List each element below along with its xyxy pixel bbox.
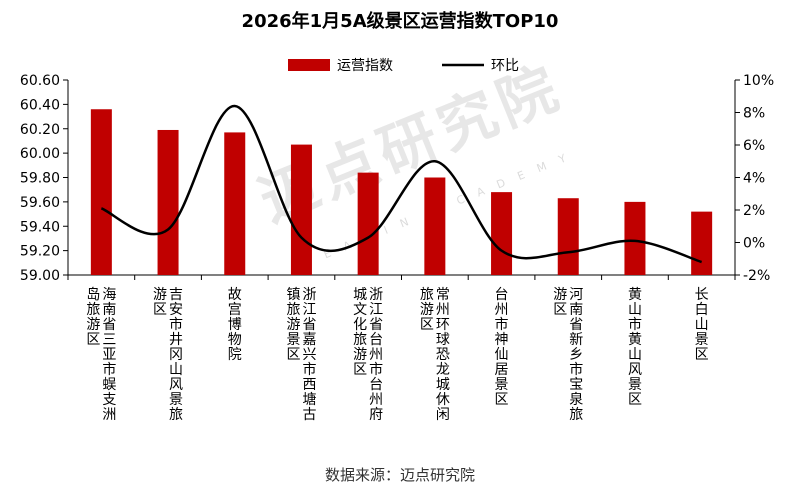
y-right-tick-label: 0% bbox=[743, 236, 765, 252]
x-category-label: 故宫博物院 bbox=[228, 287, 242, 363]
y-right-tick-label: 10% bbox=[743, 73, 774, 89]
x-category-label: 海南省三亚市蜈支洲岛旅游区 bbox=[86, 287, 116, 423]
source-note: 数据来源：迈点研究院 bbox=[325, 466, 475, 484]
bar-operating-index bbox=[491, 192, 513, 275]
bar-operating-index bbox=[290, 144, 312, 275]
x-category-label: 浙江省台州市台州府城文化旅游区 bbox=[353, 287, 383, 423]
y-right-tick-label: 8% bbox=[743, 106, 765, 122]
y-left-tick-label: 60.00 bbox=[20, 146, 60, 162]
y-left-tick-label: 59.00 bbox=[20, 268, 60, 284]
bar-operating-index bbox=[90, 109, 112, 275]
legend-swatch-bar bbox=[288, 59, 330, 71]
x-category-label: 浙江省嘉兴市西塘古镇旅游景区 bbox=[286, 287, 316, 423]
y-left-tick-label: 60.60 bbox=[20, 73, 60, 89]
y-left-tick-label: 59.20 bbox=[20, 244, 60, 260]
bar-operating-index bbox=[624, 201, 646, 275]
y-right-tick-label: -2% bbox=[743, 268, 770, 284]
bar-operating-index bbox=[424, 177, 446, 275]
y-left-tick-label: 60.20 bbox=[20, 122, 60, 138]
x-category-label: 黄山市黄山风景区 bbox=[628, 286, 642, 408]
x-category-label: 长白山景区 bbox=[695, 287, 709, 363]
x-category-label: 台州市神仙居景区 bbox=[495, 287, 509, 408]
bar-operating-index bbox=[357, 172, 379, 275]
y-left-tick-label: 60.40 bbox=[20, 97, 60, 113]
y-right-tick-label: 6% bbox=[743, 138, 765, 154]
y-left-tick-label: 59.40 bbox=[20, 219, 60, 235]
legend-label-bar: 运营指数 bbox=[337, 58, 393, 74]
x-category-label: 常州环球恐龙城休闲旅游区 bbox=[420, 287, 450, 423]
line-mom-change bbox=[100, 104, 703, 264]
y-left-tick-label: 59.60 bbox=[20, 195, 60, 211]
chart-title: 2026年1月5A级景区运营指数TOP10 bbox=[242, 10, 559, 32]
x-category-label: 吉安市井冈山风景旅游区 bbox=[153, 287, 183, 423]
y-right-tick-label: 4% bbox=[743, 171, 765, 187]
bar-operating-index bbox=[557, 198, 579, 275]
legend-label-line: 环比 bbox=[491, 58, 519, 74]
bar-operating-index bbox=[224, 132, 246, 275]
bar-operating-index bbox=[157, 129, 179, 275]
bar-operating-index bbox=[691, 211, 713, 275]
y-left-tick-label: 59.80 bbox=[20, 171, 60, 187]
x-category-label: 河南省新乡市宝泉旅游区 bbox=[553, 287, 583, 423]
y-right-tick-label: 2% bbox=[743, 203, 765, 219]
